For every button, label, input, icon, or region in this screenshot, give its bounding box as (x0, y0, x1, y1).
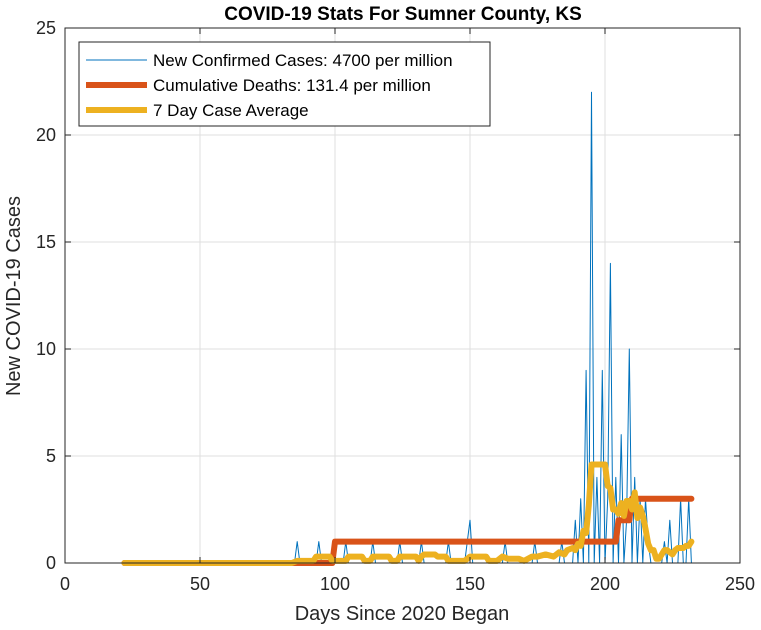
y-tick-label: 5 (46, 446, 56, 466)
y-tick-label: 10 (36, 339, 56, 359)
legend-box (78, 41, 491, 127)
x-tick-label: 100 (320, 574, 350, 594)
x-tick-label: 250 (725, 574, 755, 594)
x-tick-label: 200 (590, 574, 620, 594)
y-tick-label: 15 (36, 232, 56, 252)
legend: New Confirmed Cases: 4700 per million Cum… (78, 41, 491, 127)
axis-ticks: 0 50 100 150 200 250 0 5 10 15 20 25 (36, 18, 755, 594)
legend-label-2: Cumulative Deaths: 131.4 per million (153, 76, 431, 95)
series-line-3 (121, 461, 695, 566)
y-tick-label: 25 (36, 18, 56, 38)
legend-label-3: 7 Day Case Average (153, 101, 309, 120)
y-tick-label: 20 (36, 125, 56, 145)
x-tick-label: 50 (190, 574, 210, 594)
y-tick-label: 0 (46, 553, 56, 573)
x-tick-label: 150 (455, 574, 485, 594)
plot-frame (64, 27, 741, 564)
x-tick-label: 0 (60, 574, 70, 594)
legend-label-1: New Confirmed Cases: 4700 per million (153, 51, 453, 70)
chart-title: COVID-19 Stats For Sumner County, KS (224, 4, 582, 25)
x-axis-label: Days Since 2020 Began (295, 603, 510, 625)
y-axis-label: New COVID-19 Cases (3, 196, 25, 396)
